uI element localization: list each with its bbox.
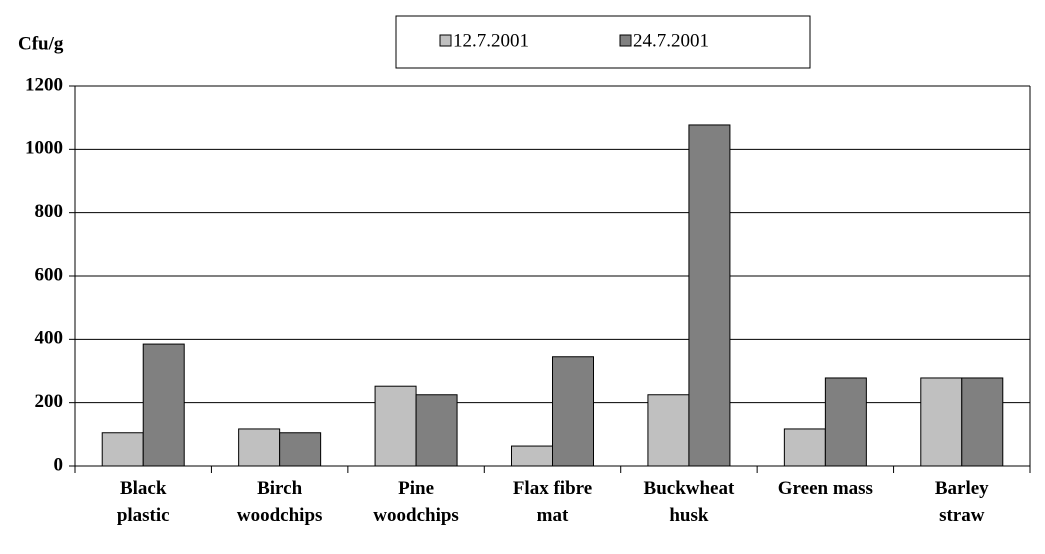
bar — [688, 124, 731, 467]
y-tick-label: 600 — [35, 264, 64, 285]
bar — [511, 445, 553, 467]
legend-swatch — [619, 34, 632, 47]
y-tick-label: 800 — [35, 201, 64, 222]
bar — [824, 377, 867, 467]
x-tick-label: Pine woodchips — [373, 478, 459, 526]
x-tick-label: Buckwheat husk — [644, 478, 735, 526]
y-axis-label: Cfu/g — [18, 33, 64, 54]
bar — [783, 428, 826, 467]
y-tick-label: 0 — [54, 454, 64, 475]
y-tick-label: 1200 — [25, 74, 63, 95]
x-tick-label: Flax fibre mat — [513, 478, 592, 526]
bar — [415, 394, 458, 467]
bar — [279, 432, 322, 467]
bar — [142, 343, 185, 467]
bar — [552, 356, 594, 467]
legend-swatch — [439, 34, 452, 47]
x-tick-label: Green mass — [778, 478, 873, 499]
legend-label: 12.7.2001 — [453, 30, 529, 51]
bar — [920, 377, 963, 467]
legend-box — [395, 15, 811, 69]
legend-label: 24.7.2001 — [633, 30, 709, 51]
y-tick-label: 1000 — [25, 138, 63, 159]
bar — [101, 432, 144, 467]
bar — [961, 377, 1004, 467]
y-tick-label: 400 — [35, 328, 64, 349]
x-tick-label: Barley straw — [935, 478, 989, 526]
x-tick-label: Birch woodchips — [237, 478, 323, 526]
bar — [374, 385, 417, 467]
x-tick-label: Black plastic — [117, 478, 170, 526]
bar — [238, 428, 281, 467]
y-tick-label: 200 — [35, 391, 64, 412]
bar — [647, 394, 690, 467]
